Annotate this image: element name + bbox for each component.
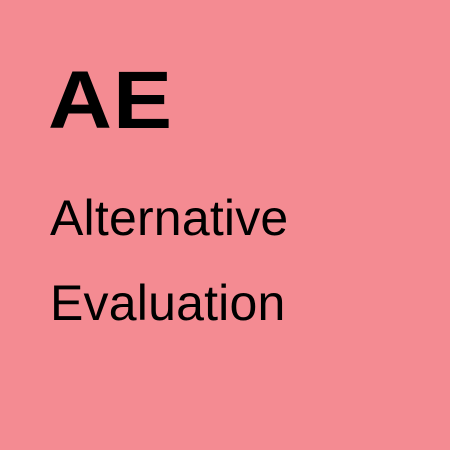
- abbreviation: AE: [48, 55, 174, 146]
- title-line-1: Alternative: [50, 190, 289, 246]
- title-line-2: Evaluation: [50, 275, 286, 331]
